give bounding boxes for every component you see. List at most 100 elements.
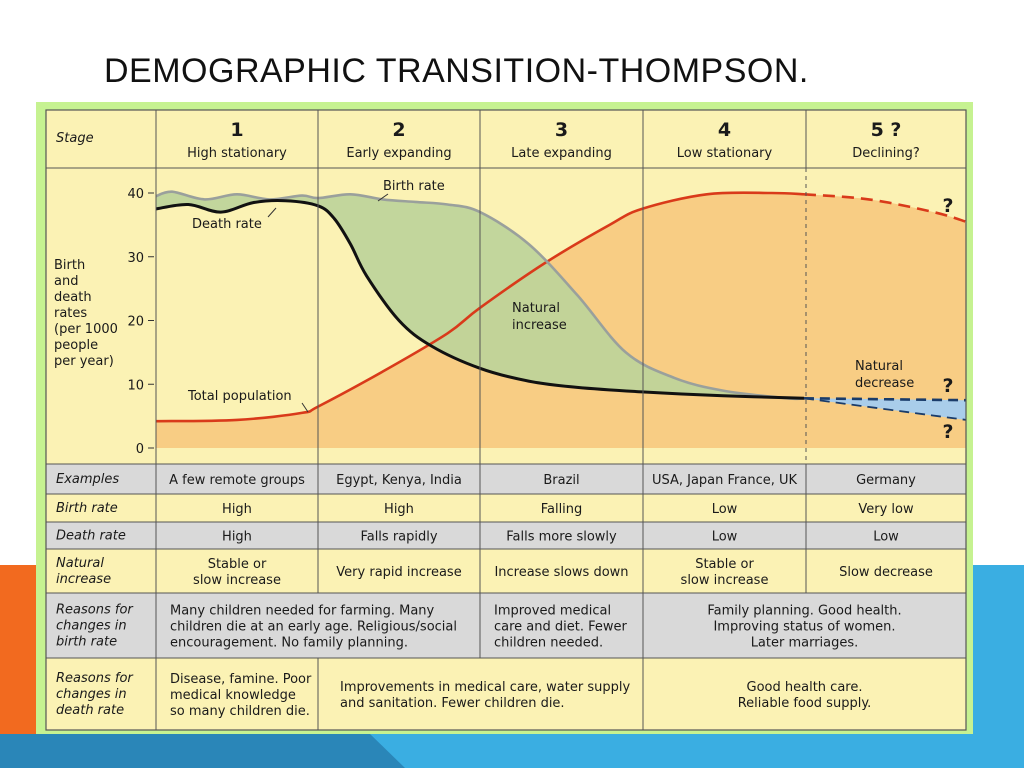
header-row-bg: [46, 110, 966, 168]
birth-rate-projection-line: [803, 397, 967, 421]
y-tick-label: 0: [136, 442, 144, 457]
table-row-bg: [46, 464, 966, 494]
stage-number: 3: [555, 119, 568, 141]
table-cell-text: and sanitation. Fewer children die.: [340, 696, 565, 711]
question-mark: ?: [942, 195, 953, 217]
row-header: Examples: [56, 472, 119, 487]
natural-decrease-label: decrease: [855, 376, 914, 391]
bottom-stripe-decoration: [0, 734, 1024, 768]
death-rate-label: Death rate: [192, 217, 262, 232]
stage-name: Late expanding: [511, 146, 612, 161]
table-cell-text: slow increase: [681, 573, 769, 588]
y-tick-label: 40: [127, 187, 144, 202]
y-tick-label: 30: [127, 251, 144, 266]
birth-rate-label: Birth rate: [383, 179, 445, 194]
table-cell-text: Falls rapidly: [360, 530, 437, 545]
total-population-label: Total population: [187, 389, 292, 404]
y-axis-label: per year): [54, 354, 114, 369]
table-cell-text: Very rapid increase: [336, 565, 461, 580]
table-cell-text: children needed.: [494, 636, 603, 651]
y-axis-label: and: [54, 274, 78, 289]
table-cell-text: Improved medical: [494, 604, 611, 619]
row-header: Reasons for: [56, 671, 134, 686]
y-axis-label: Birth: [54, 258, 85, 273]
row-header: increase: [56, 572, 111, 587]
table-cell-text: Reliable food supply.: [738, 696, 872, 711]
table-row-bg: [46, 593, 966, 658]
row-header: birth rate: [56, 635, 117, 650]
table-cell-text: Low: [712, 530, 738, 545]
table-cell-text: care and diet. Fewer: [494, 620, 628, 635]
table-cell-text: High: [222, 502, 252, 517]
table-cell-text: Improving status of women.: [713, 620, 895, 635]
table-cell-text: Stable or: [208, 557, 267, 572]
y-axis-label: death: [54, 290, 92, 305]
total-population-projection-line: [803, 193, 967, 223]
stage-name: High stationary: [187, 146, 287, 161]
stage-header-label: Stage: [56, 131, 94, 146]
table-cell-text: Low: [712, 502, 738, 517]
stage-name: Early expanding: [346, 146, 451, 161]
row-header: Death rate: [56, 529, 126, 544]
table-row-bg: [46, 658, 966, 730]
y-axis-label: (per 1000: [54, 322, 118, 337]
figure-border: [45, 109, 967, 731]
death-rate-projection-line: [803, 397, 967, 402]
table-cell-text: slow increase: [193, 573, 281, 588]
natural-increase-label: Natural: [512, 301, 560, 316]
row-header: Birth rate: [56, 501, 118, 516]
row-header: changes in: [56, 619, 127, 634]
table-cell-text: High: [384, 502, 414, 517]
birth-rate-line: [155, 190, 805, 401]
stage-name: Low stationary: [677, 146, 773, 161]
y-axis-label: rates: [54, 306, 87, 321]
row-header: death rate: [56, 703, 124, 718]
table-row-bg: [46, 549, 966, 593]
stage-name: Declining?: [852, 146, 920, 161]
table-cell-text: Increase slows down: [494, 565, 628, 580]
table-cell-text: USA, Japan France, UK: [652, 473, 798, 488]
natural-increase-label: increase: [512, 318, 567, 333]
death-rate-leader: [267, 207, 277, 218]
table-cell-text: so many children die.: [170, 704, 310, 719]
stage-number: 5 ?: [871, 119, 902, 141]
table-cell-text: Improvements in medical care, water supp…: [340, 680, 630, 695]
table-cell-text: Slow decrease: [839, 565, 933, 580]
row-header: changes in: [56, 687, 127, 702]
table-cell-text: Falling: [541, 502, 583, 517]
table-cell-text: Low: [873, 530, 899, 545]
table-cell-text: Later marriages.: [751, 636, 859, 651]
question-mark: ?: [942, 375, 953, 397]
table-cell-text: Good health care.: [747, 680, 863, 695]
demographic-transition-figure: 40 30 20 10 0 Birth and death rates (per 1000 peop…: [36, 102, 973, 734]
table-cell-text: A few remote groups: [169, 473, 305, 488]
table-cell-text: Brazil: [543, 473, 579, 488]
table-cell-text: Family planning. Good health.: [707, 604, 901, 619]
table-cell-text: High: [222, 530, 252, 545]
table-row-bg: [46, 522, 966, 549]
row-header: Reasons for: [56, 603, 134, 618]
table-cell-text: Disease, famine. Poor: [170, 672, 312, 687]
table-row-bg: [46, 494, 966, 522]
table-cell-text: medical knowledge: [170, 688, 296, 703]
death-rate-line: [155, 198, 805, 400]
y-tick-label: 10: [127, 378, 144, 393]
table-cell-text: Stable or: [695, 557, 754, 572]
table-cell-text: Many children needed for farming. Many: [170, 604, 435, 619]
y-tick-label: 20: [127, 315, 144, 330]
stage-number: 1: [230, 119, 243, 141]
table-cell-text: Germany: [856, 473, 916, 488]
table-cell-text: Falls more slowly: [506, 530, 617, 545]
table-cell-text: encouragement. No family planning.: [170, 636, 408, 651]
question-mark: ?: [942, 421, 953, 443]
natural-decrease-label: Natural: [855, 359, 903, 374]
stage-number: 4: [718, 119, 731, 141]
stage-number: 2: [392, 119, 405, 141]
y-axis-label: people: [54, 338, 98, 353]
table-cell-text: Very low: [858, 502, 914, 517]
birth-rate-leader: [377, 193, 389, 202]
slide-title: DEMOGRAPHIC TRANSITION-THOMPSON.: [104, 52, 809, 90]
total-population-leader: [301, 402, 309, 413]
row-header: Natural: [56, 556, 104, 571]
